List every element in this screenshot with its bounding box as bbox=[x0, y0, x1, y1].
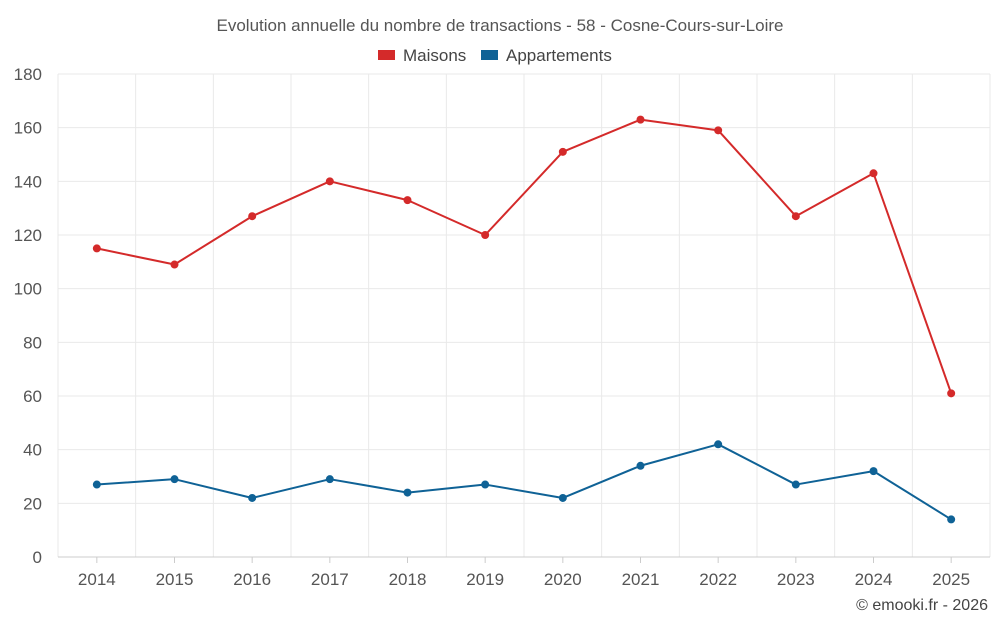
data-point-appartements-2022[interactable] bbox=[714, 440, 723, 449]
chart-title: Evolution annuelle du nombre de transact… bbox=[217, 16, 784, 35]
data-point-appartements-2017[interactable] bbox=[325, 475, 334, 484]
y-tick-label: 100 bbox=[14, 280, 42, 299]
x-axis: 2014 2015 2016 2017 2018 2019 2020 2021 2022 2023… bbox=[58, 556, 990, 589]
legend-label-appartements[interactable]: Appartements bbox=[506, 46, 612, 65]
data-point-appartements-2021[interactable] bbox=[636, 461, 645, 470]
data-point-maisons-2020[interactable] bbox=[558, 147, 567, 156]
data-point-appartements-2015[interactable] bbox=[170, 475, 179, 484]
series-line-maisons bbox=[96, 118, 953, 394]
x-tick-label-2021: 2021 bbox=[622, 570, 660, 589]
x-tick-label-2015: 2015 bbox=[156, 570, 194, 589]
x-tick-label-2025: 2025 bbox=[932, 570, 970, 589]
data-point-maisons-2025[interactable] bbox=[947, 389, 956, 398]
x-tick-label-2017: 2017 bbox=[311, 570, 349, 589]
data-point-maisons-2022[interactable] bbox=[714, 126, 723, 135]
data-point-appartements-2024[interactable] bbox=[869, 467, 878, 476]
x-tick-label-2016: 2016 bbox=[233, 570, 271, 589]
legend-swatch-maisons bbox=[378, 50, 395, 60]
y-tick-label: 40 bbox=[23, 441, 42, 460]
x-tick-label-2024: 2024 bbox=[855, 570, 893, 589]
x-tick-label-2019: 2019 bbox=[466, 570, 504, 589]
x-tick-label-2018: 2018 bbox=[389, 570, 427, 589]
legend: Maisons Appartements bbox=[378, 46, 612, 65]
y-tick-label: 140 bbox=[14, 172, 42, 191]
data-point-maisons-2017[interactable] bbox=[325, 177, 334, 186]
data-point-maisons-2018[interactable] bbox=[403, 196, 412, 205]
data-point-maisons-2016[interactable] bbox=[248, 212, 257, 221]
y-tick-label: 20 bbox=[23, 494, 42, 513]
y-tick-label: 160 bbox=[14, 119, 42, 138]
x-tick-label-2020: 2020 bbox=[544, 570, 582, 589]
data-point-appartements-2014[interactable] bbox=[92, 480, 101, 489]
data-point-appartements-2023[interactable] bbox=[791, 480, 800, 489]
credit-text: © emooki.fr - 2026 bbox=[856, 597, 988, 614]
series-line-appartements bbox=[96, 443, 952, 521]
legend-label-maisons[interactable]: Maisons bbox=[403, 46, 466, 65]
x-tick-label-2022: 2022 bbox=[699, 570, 737, 589]
data-point-maisons-2015[interactable] bbox=[170, 260, 179, 269]
series-group bbox=[92, 115, 956, 524]
y-tick-label: 60 bbox=[23, 387, 42, 406]
data-point-maisons-2023[interactable] bbox=[791, 212, 800, 221]
y-tick-label: 80 bbox=[23, 333, 42, 352]
data-point-maisons-2014[interactable] bbox=[92, 244, 101, 253]
gridlines bbox=[57, 73, 991, 557]
data-point-appartements-2018[interactable] bbox=[403, 488, 412, 497]
data-point-appartements-2025[interactable] bbox=[947, 515, 956, 524]
legend-swatch-appartements bbox=[481, 50, 498, 60]
data-point-appartements-2019[interactable] bbox=[481, 480, 490, 489]
data-point-maisons-2021[interactable] bbox=[636, 115, 645, 124]
y-tick-label: 120 bbox=[14, 226, 42, 245]
y-axis: 0 20 40 60 80 100 120 140 160 180 bbox=[14, 65, 42, 567]
data-point-appartements-2020[interactable] bbox=[558, 493, 567, 502]
y-tick-label: 180 bbox=[14, 65, 42, 84]
data-point-maisons-2019[interactable] bbox=[481, 231, 490, 239]
x-tick-label-2014: 2014 bbox=[78, 570, 116, 589]
y-tick-label: 0 bbox=[33, 548, 42, 567]
data-point-maisons-2024[interactable] bbox=[869, 169, 878, 178]
data-point-appartements-2016[interactable] bbox=[248, 493, 257, 502]
x-tick-label-2023: 2023 bbox=[777, 570, 815, 589]
